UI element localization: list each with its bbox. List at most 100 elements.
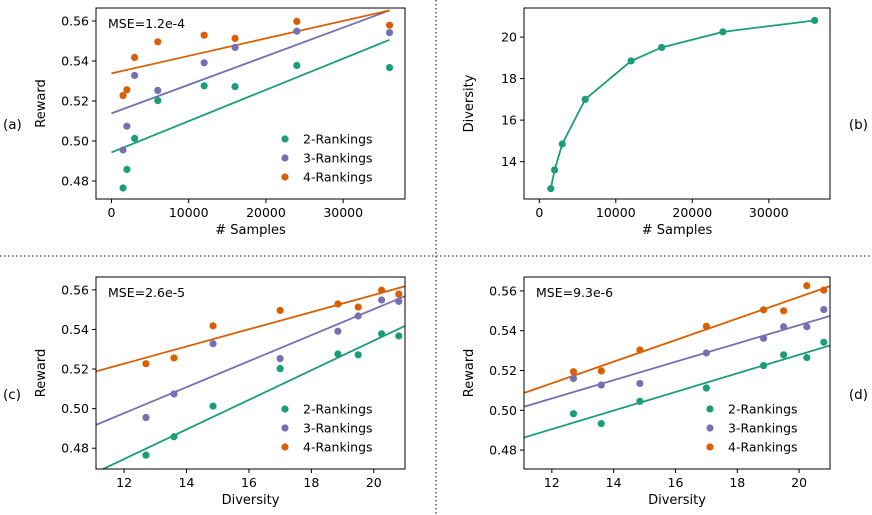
point-2-rankings-5 (780, 351, 788, 359)
point-3-rankings-3 (702, 349, 710, 357)
fit-line-3-rankings (524, 315, 830, 408)
point-2-rankings-0 (119, 184, 127, 192)
legend-marker-4-rankings (281, 173, 289, 181)
legend-marker-2-rankings (281, 135, 289, 143)
point-3-rankings-7 (385, 28, 394, 37)
fit-line-2-rankings (100, 325, 405, 469)
panel-b: 0 10000 20000 30000 14 16 18 20 # Samples Diversi… (462, 7, 868, 238)
point-3-rankings-2 (131, 71, 139, 79)
point-diversity-1 (551, 166, 559, 174)
point-2-rankings-4 (200, 82, 208, 90)
point-4-rankings-4 (200, 31, 208, 39)
point-diversity-4 (627, 57, 635, 65)
y-tick-label: 0.50 (61, 401, 89, 416)
point-4-rankings-7 (385, 21, 394, 29)
x-tick-label: 0 (107, 205, 115, 220)
point-2-rankings-5 (354, 351, 362, 359)
point-3-rankings-0 (119, 146, 127, 154)
point-2-rankings-4 (334, 350, 342, 358)
legend-label-3-rankings: 3-Rankings (303, 151, 373, 166)
x-tick-label: 20000 (672, 205, 712, 220)
point-2-rankings-1 (597, 420, 605, 428)
y-tick-label: 0.48 (61, 174, 89, 189)
y-tick-label: 0.48 (489, 443, 517, 458)
point-diversity-3 (581, 95, 589, 103)
legend-marker-4-rankings (281, 443, 289, 451)
point-4-rankings-6 (377, 286, 386, 294)
point-diversity-0 (547, 185, 555, 193)
fit-line-3-rankings (111, 9, 390, 115)
x-tick-label: 10000 (169, 205, 209, 220)
point-4-rankings-2 (209, 322, 217, 330)
point-2-rankings-7 (820, 338, 828, 346)
point-diversity-7 (811, 16, 819, 25)
legend-label-2-rankings: 2-Rankings (728, 402, 798, 417)
point-2-rankings-1 (170, 433, 178, 441)
point-3-rankings-5 (354, 312, 362, 320)
x-tick-label: 20000 (246, 205, 286, 220)
axes-frame (523, 276, 831, 470)
mse-annotation: MSE=2.6e-5 (108, 285, 185, 300)
point-2-rankings-6 (293, 61, 301, 69)
point-4-rankings-1 (597, 367, 605, 375)
point-3-rankings-2 (636, 379, 644, 388)
point-3-rankings-4 (200, 59, 208, 67)
point-diversity-5 (658, 43, 666, 52)
x-tick-label: 30000 (749, 205, 789, 220)
legend-marker-2-rankings (706, 405, 714, 413)
point-4-rankings-5 (231, 34, 239, 43)
axes-frame (523, 7, 831, 200)
point-4-rankings-2 (636, 346, 644, 354)
panel-label: (c) (3, 387, 21, 403)
legend-marker-3-rankings (281, 154, 289, 162)
y-tick-label: 0.52 (61, 94, 89, 109)
y-tick-label: 0.52 (489, 363, 517, 378)
point-3-rankings-4 (334, 327, 342, 335)
point-3-rankings-3 (276, 354, 284, 363)
x-axis-label: Diversity (648, 493, 706, 508)
point-2-rankings-2 (636, 397, 644, 405)
point-4-rankings-2 (131, 53, 139, 62)
point-4-rankings-1 (170, 354, 178, 362)
point-3-rankings-1 (597, 381, 605, 389)
panel-label: (d) (849, 387, 868, 403)
point-3-rankings-0 (142, 413, 150, 422)
point-3-rankings-2 (209, 340, 217, 348)
legend-label-3-rankings: 3-Rankings (728, 421, 798, 436)
x-tick-label: 12 (544, 475, 560, 490)
point-2-rankings-1 (123, 165, 131, 173)
x-tick-label: 10000 (596, 205, 636, 220)
y-tick-label: 0.56 (489, 283, 517, 298)
point-4-rankings-6 (293, 17, 301, 25)
point-2-rankings-2 (131, 134, 139, 142)
y-axis-label: Diversity (462, 74, 477, 132)
y-tick-label: 18 (501, 71, 517, 86)
y-tick-label: 0.50 (489, 403, 517, 418)
point-3-rankings-5 (780, 323, 788, 331)
point-4-rankings-1 (123, 86, 131, 94)
point-2-rankings-0 (569, 410, 578, 418)
mse-annotation: MSE=1.2e-4 (108, 16, 185, 31)
x-axis-label: Diversity (222, 493, 280, 508)
point-3-rankings-6 (803, 323, 811, 331)
x-tick-label: 14 (179, 475, 195, 490)
y-tick-label: 16 (501, 113, 517, 128)
y-axis-label: Reward (34, 79, 49, 127)
point-4-rankings-3 (702, 322, 710, 330)
legend-marker-3-rankings (281, 424, 289, 432)
x-tick-label: 20 (366, 475, 382, 490)
point-3-rankings-5 (231, 43, 239, 52)
point-diversity-6 (719, 28, 727, 36)
panel-label: (a) (3, 117, 22, 133)
panel-a: 0 10000 20000 30000 0.48 0.50 0.52 0.54 0.56 # Sa… (3, 7, 406, 238)
legend-label-2-rankings: 2-Rankings (303, 132, 373, 147)
point-diversity-2 (558, 140, 566, 148)
x-tick-label: 16 (668, 475, 684, 490)
point-4-rankings-6 (803, 282, 811, 290)
point-2-rankings-3 (276, 365, 284, 373)
point-4-rankings-7 (395, 290, 403, 298)
x-tick-label: 14 (606, 475, 622, 490)
legend-label-4-rankings: 4-Rankings (303, 170, 373, 185)
point-2-rankings-0 (142, 451, 150, 459)
